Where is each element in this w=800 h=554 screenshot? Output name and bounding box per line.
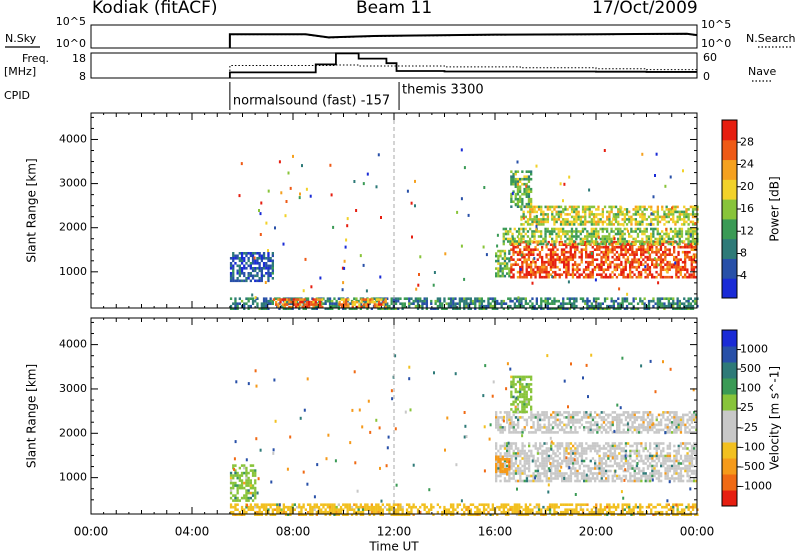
noise-series-line-0 bbox=[228, 32, 698, 48]
freq-left-unit: [MHz] bbox=[4, 65, 36, 78]
velocity-colorbar-label-4: -25 bbox=[740, 421, 758, 434]
velocity-region-1 bbox=[696, 513, 699, 516]
noise-series-line-1 bbox=[229, 33, 698, 48]
freq-right-tick-top: 60 bbox=[703, 51, 717, 64]
time-tick-label-3: 12:00 bbox=[377, 525, 412, 539]
power-ytick-label-1000: 1000 bbox=[59, 265, 87, 278]
velocity-colorbar-step-1 bbox=[722, 474, 737, 491]
freq-right-tick-bottom: 0 bbox=[703, 70, 710, 83]
power-colorbar-step-5 bbox=[722, 179, 737, 200]
power-colorbar-step-3 bbox=[722, 218, 737, 240]
power-colorbar-label-5: 8 bbox=[740, 247, 747, 260]
power-region-2 bbox=[321, 305, 324, 309]
velocity-colorbar-step-9 bbox=[722, 346, 737, 363]
velocity-colorbar-title: Velocity [m s^-1] bbox=[768, 366, 782, 470]
power-colorbar-label-1: 24 bbox=[740, 158, 754, 171]
velocity-ytick-label-3000: 3000 bbox=[59, 382, 87, 395]
power-colorbar-label-2: 20 bbox=[740, 180, 754, 193]
station-title: Kodiak (fitACF) bbox=[92, 0, 218, 18]
velocity-colorbar-step-6 bbox=[722, 394, 737, 411]
power-ytick-label-2000: 2000 bbox=[59, 221, 87, 234]
velocity-colorbar-step-0 bbox=[722, 490, 737, 507]
freq-series-line-1 bbox=[229, 64, 698, 78]
power-sparse-points bbox=[238, 148, 697, 300]
time-tick-label-2: 08:00 bbox=[276, 525, 311, 539]
velocity-region-4 bbox=[695, 431, 698, 434]
power-ytick-label-3000: 3000 bbox=[59, 177, 87, 190]
velocity-colorbar-step-3 bbox=[722, 442, 737, 459]
power-region-0 bbox=[271, 277, 274, 280]
cpid-entry-1: themis 3300 bbox=[402, 83, 484, 98]
power-colorbar-label-4: 12 bbox=[740, 224, 754, 237]
velocity-ytick-label-4000: 4000 bbox=[59, 338, 87, 351]
velocity-colorbar-step-8 bbox=[722, 362, 737, 379]
velocity-scatter bbox=[229, 375, 699, 516]
power-colorbar-step-7 bbox=[722, 139, 737, 161]
velocity-region-2 bbox=[695, 479, 698, 483]
freq-series-line-0 bbox=[228, 52, 697, 78]
power-colorbar-step-6 bbox=[722, 159, 737, 180]
cpid-entry-0: normalsound (fast) -157 bbox=[233, 94, 390, 109]
power-colorbar-step-8 bbox=[722, 120, 737, 141]
velocity-colorbar-step-2 bbox=[722, 458, 737, 475]
power-colorbar-step-0 bbox=[722, 278, 737, 299]
time-tick-label-4: 16:00 bbox=[478, 525, 513, 539]
noise-left-tick-top: 10^5 bbox=[56, 15, 86, 28]
power-region-3 bbox=[384, 305, 387, 309]
time-tick-label-1: 04:00 bbox=[175, 525, 210, 539]
power-ytick-label-4000: 4000 bbox=[59, 132, 87, 145]
velocity-sparse-points bbox=[233, 353, 695, 507]
velocity-colorbar-label-5: -100 bbox=[740, 440, 765, 453]
power-colorbar-title: Power [dB] bbox=[768, 176, 782, 241]
freq-left-label: Freq. bbox=[22, 52, 49, 65]
noise-panel-frame bbox=[90, 24, 698, 49]
time-tick-label-5: 20:00 bbox=[579, 525, 614, 539]
power-colorbar-label-3: 16 bbox=[740, 202, 754, 215]
power-ylabel: Slant Range [km] bbox=[25, 158, 39, 262]
power-region-4 bbox=[508, 274, 511, 278]
velocity-colorbar-step-7 bbox=[722, 378, 737, 395]
power-region-5 bbox=[695, 275, 698, 279]
velocity-region-0 bbox=[254, 496, 257, 500]
power-colorbar-label-6: 4 bbox=[740, 269, 747, 282]
velocity-ytick-label-1000: 1000 bbox=[59, 471, 87, 484]
noise-right-tick-bottom: 10^0 bbox=[701, 37, 731, 50]
velocity-colorbar-label-0: 1000 bbox=[740, 343, 768, 356]
freq-right-label: Nave bbox=[748, 65, 776, 78]
noise-right-tick-top: 10^5 bbox=[701, 18, 731, 31]
velocity-ylabel: Slant Range [km] bbox=[25, 364, 39, 468]
noise-left-label: N.Sky bbox=[5, 32, 37, 45]
freq-left-tick-top: 18 bbox=[72, 52, 86, 65]
power-region-8 bbox=[530, 205, 533, 208]
freq-left-tick-bottom: 8 bbox=[79, 70, 86, 83]
velocity-colorbar-label-7: -1000 bbox=[740, 479, 772, 492]
velocity-colorbar-step-5 bbox=[722, 410, 737, 427]
velocity-colorbar-step-10 bbox=[722, 330, 737, 347]
time-tick-label-0: 00:00 bbox=[74, 525, 109, 539]
velocity-region-3 bbox=[508, 468, 511, 471]
power-colorbar-step-1 bbox=[722, 258, 737, 279]
time-axis-label: Time UT bbox=[368, 540, 419, 554]
velocity-colorbar-label-6: -500 bbox=[740, 460, 765, 473]
power-colorbar-step-4 bbox=[722, 199, 737, 220]
power-colorbar-step-2 bbox=[722, 238, 737, 259]
power-colorbar-label-0: 28 bbox=[740, 135, 754, 148]
velocity-colorbar-frame bbox=[721, 329, 738, 507]
noise-left-tick-bottom: 10^0 bbox=[56, 37, 86, 50]
time-tick-label-6: 00:00 bbox=[680, 525, 715, 539]
velocity-colorbar-step-4 bbox=[722, 426, 737, 443]
freq-panel-frame bbox=[90, 52, 698, 79]
date-title: 17/Oct/2009 bbox=[592, 0, 698, 18]
beam-title: Beam 11 bbox=[356, 0, 433, 18]
noise-right-label: N.Search bbox=[746, 32, 796, 45]
velocity-colorbar-label-2: 100 bbox=[740, 382, 761, 395]
velocity-colorbar-label-3: 25 bbox=[740, 401, 754, 414]
velocity-region-5 bbox=[530, 408, 533, 411]
velocity-colorbar-label-1: 500 bbox=[740, 362, 761, 375]
cpid-label: CPID bbox=[4, 89, 30, 102]
velocity-ytick-label-2000: 2000 bbox=[59, 426, 87, 439]
